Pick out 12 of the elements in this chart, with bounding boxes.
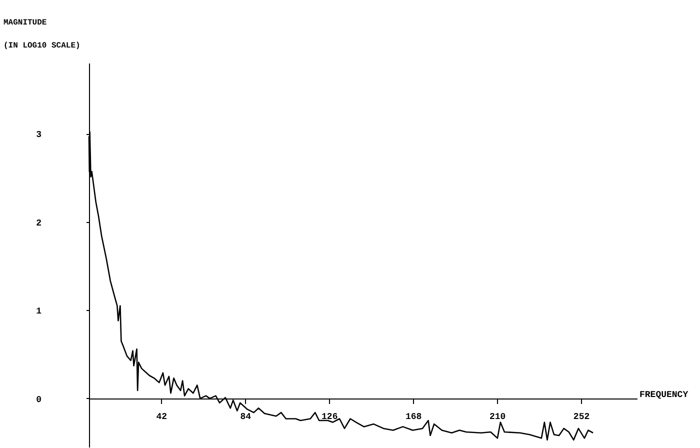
x-tick-label: 42 <box>156 412 168 422</box>
x-tick-label: 168 <box>405 412 422 422</box>
y-tick-label: 2 <box>36 218 42 228</box>
y-tick-label: 0 <box>36 394 42 405</box>
x-tick-label: 84 <box>240 412 252 422</box>
x-axis-title: FREQUENCY <box>640 390 689 400</box>
y-tick-label: 1 <box>36 306 42 317</box>
x-tick-label: 126 <box>322 412 338 422</box>
x-tick-label: 252 <box>573 412 590 422</box>
y-tick-label: 3 <box>36 130 42 140</box>
text: MAGNITUDE (IN LOG10 SCALE) <box>4 18 80 50</box>
x-tick-label: 210 <box>489 412 506 422</box>
